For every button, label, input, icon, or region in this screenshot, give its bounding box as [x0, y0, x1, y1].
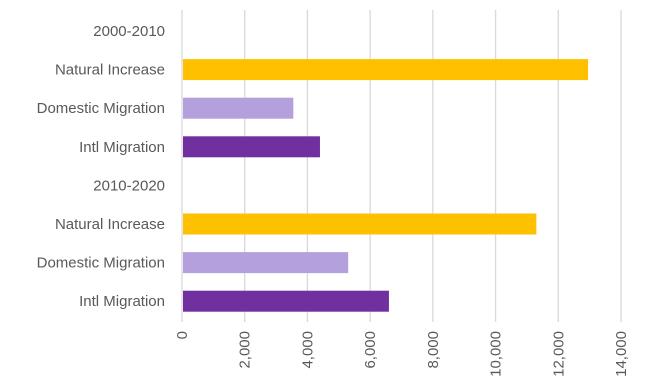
x-tick-label: 4,000 [299, 331, 316, 369]
category-label: Domestic Migration [37, 100, 165, 117]
x-tick-labels: 0 2,000 4,000 6,000 8,000 10,000 12,000 14,000 [174, 331, 630, 377]
bar [183, 252, 349, 274]
category-label: Intl Migration [79, 293, 165, 310]
period-label: 2010-2020 [93, 177, 165, 194]
category-label: Natural Increase [55, 62, 165, 79]
category-label: Intl Migration [79, 139, 165, 156]
bar [183, 97, 294, 119]
bar [183, 213, 537, 235]
x-tick-label: 14,000 [613, 331, 630, 377]
x-tick-label: 6,000 [362, 331, 379, 369]
category-label: Natural Increase [55, 216, 165, 233]
x-tick-label: 12,000 [550, 331, 567, 377]
bar [183, 59, 589, 81]
bar [183, 290, 389, 312]
category-label: Domestic Migration [37, 255, 165, 272]
period-label: 2000-2010 [93, 23, 165, 40]
category-labels: 2000-2010 Natural Increase Domestic Migrat… [37, 23, 165, 310]
x-tick-label: 2,000 [237, 331, 254, 369]
bar [183, 136, 320, 158]
x-tick-label: 8,000 [425, 331, 442, 369]
x-tick-label: 10,000 [488, 331, 505, 377]
bars [183, 59, 589, 312]
gridlines [181, 10, 622, 322]
x-tick-label: 0 [174, 331, 191, 339]
